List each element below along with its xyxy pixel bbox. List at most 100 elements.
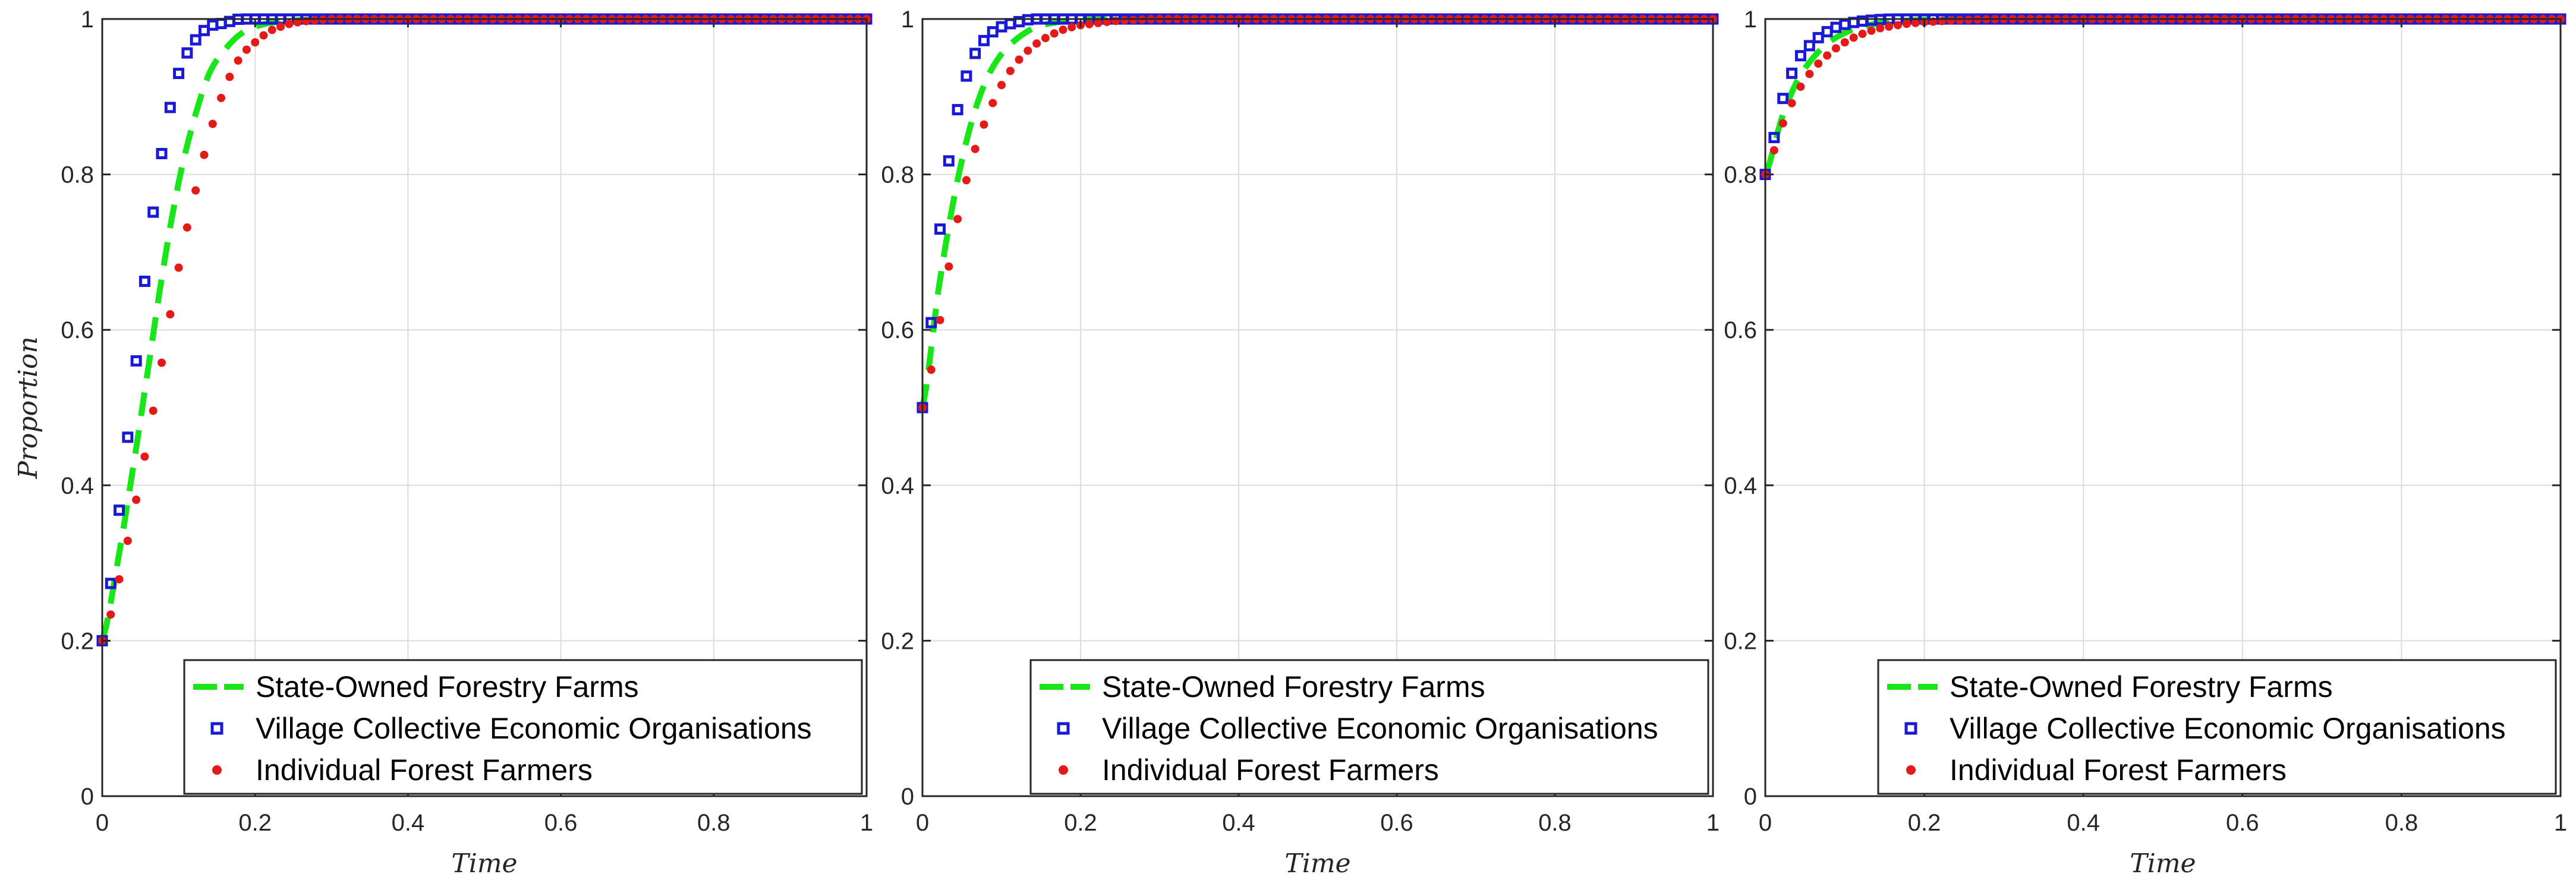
data-point-dot (936, 315, 944, 324)
legend: State-Owned Forestry Farms Village Collec… (1029, 659, 1709, 795)
data-point-dot (182, 223, 191, 232)
axes-box (921, 18, 1714, 797)
x-tick-label: 0 (1759, 810, 1772, 836)
y-tick-label: 0 (81, 784, 94, 810)
data-point-dot (106, 610, 115, 619)
data-point-dot (1823, 51, 1832, 60)
legend-swatch (1057, 722, 1070, 735)
data-point-dot (1955, 15, 1964, 24)
legend-label: Individual Forest Farmers (1102, 753, 1439, 787)
data-point-square (961, 70, 972, 82)
data-point-dot (251, 38, 260, 47)
x-tick-label: 0.4 (1222, 810, 1255, 836)
data-point-dot (166, 310, 175, 319)
data-point-dot (1894, 21, 1902, 30)
data-point-dot (971, 144, 980, 153)
data-point-dot (997, 81, 1006, 90)
data-point-square (122, 431, 134, 443)
x-tick-label: 1 (860, 810, 873, 836)
data-point-dot (1902, 20, 1911, 29)
data-point-dot (1796, 82, 1805, 91)
y-tick-label: 0.2 (881, 628, 914, 654)
data-point-dot (115, 575, 124, 583)
chart-panel-2: 0 0.2 0.4 0.6 0.8 1 0 0.2 0.4 0.6 0.8 1 Time State-Ow… (881, 7, 1720, 879)
data-point-square (138, 275, 150, 287)
data-point-dot (310, 16, 319, 25)
y-tick-label: 0.4 (881, 473, 914, 499)
data-point-square (943, 155, 955, 167)
y-tick-label: 0.6 (881, 317, 914, 343)
y-tick-label: 0 (1744, 784, 1757, 810)
data-point-dot (980, 120, 988, 129)
data-point-dot (1032, 39, 1041, 48)
data-point-square (969, 48, 981, 59)
legend-label: State-Owned Forestry Farms (1950, 670, 2333, 703)
legend-swatch (210, 722, 223, 735)
y-tick-label: 1 (81, 7, 94, 33)
x-axis-label: Time (2130, 848, 2196, 879)
data-point-square (934, 223, 946, 235)
legend-swatch (1904, 722, 1917, 735)
data-point-square (978, 34, 990, 46)
x-tick-label: 0.4 (2067, 810, 2100, 836)
data-point-dot (225, 72, 234, 81)
y-tick-label: 0.2 (61, 628, 94, 654)
data-point-dot (1876, 24, 1885, 33)
data-point-dot (1778, 119, 1787, 128)
data-point-square (173, 68, 185, 80)
x-tick-label: 1 (1706, 810, 1720, 836)
data-point-dot (1050, 29, 1059, 38)
legend-label: Individual Forest Farmers (1950, 753, 2287, 787)
legend-swatch (1906, 765, 1916, 775)
data-point-square (1786, 67, 1798, 79)
y-axis-label: Proportion (13, 336, 43, 479)
data-point-square (156, 147, 168, 159)
series-3 (918, 15, 1717, 412)
legend-label: Village Collective Economic Organisation… (256, 712, 812, 745)
x-tick-label: 0.6 (2226, 810, 2259, 836)
x-tick-label: 0.8 (2385, 810, 2418, 836)
y-tick-label: 0.4 (61, 473, 94, 499)
y-tick-label: 0.6 (1724, 317, 1757, 343)
x-tick-label: 0 (96, 810, 109, 836)
data-point-dot (1867, 26, 1876, 35)
x-tick-label: 0.2 (1908, 810, 1941, 836)
data-point-square (952, 104, 963, 116)
data-point-dot (1041, 34, 1050, 43)
data-point-dot (1067, 23, 1076, 31)
data-point-dot (217, 93, 226, 102)
x-tick-label: 0.2 (1064, 810, 1097, 836)
y-tick-label: 0.6 (61, 317, 94, 343)
data-point-dot (191, 186, 200, 195)
data-point-dot (1769, 146, 1778, 154)
y-tick-label: 0.8 (881, 162, 914, 188)
data-point-dot (1911, 18, 1920, 27)
legend-box (183, 659, 863, 795)
axes-box (101, 18, 868, 797)
data-point-dot (1085, 20, 1094, 29)
x-tick-label: 1 (2554, 810, 2567, 836)
data-point-dot (1006, 67, 1015, 75)
data-point-dot (140, 452, 149, 461)
chart-panel-1: 0 0.2 0.4 0.6 0.8 1 0 0.2 0.4 0.6 0.8 1 Time Proporti… (13, 7, 873, 879)
x-axis-label: Time (451, 848, 517, 879)
data-point-dot (1858, 29, 1867, 38)
data-point-dot (927, 365, 936, 374)
data-point-dot (234, 56, 243, 65)
x-tick-label: 0.6 (544, 810, 578, 836)
legend-box (1877, 659, 2557, 795)
data-point-dot (1120, 16, 1129, 25)
data-point-dot (293, 18, 302, 27)
chart-panel-3: 0 0.2 0.4 0.6 0.8 1 0 0.2 0.4 0.6 0.8 1 Time State-Ow… (1724, 7, 2567, 879)
data-point-dot (944, 262, 953, 271)
data-point-dot (1015, 55, 1024, 64)
data-point-dot (158, 358, 166, 367)
data-point-square (114, 504, 125, 516)
x-tick-label: 0 (916, 810, 929, 836)
y-tick-label: 0.4 (1724, 473, 1757, 499)
y-tick-label: 0.8 (1724, 162, 1757, 188)
data-point-dot (267, 26, 276, 34)
legend-label: Village Collective Economic Organisation… (1102, 712, 1658, 745)
legend-swatch (1059, 765, 1068, 775)
